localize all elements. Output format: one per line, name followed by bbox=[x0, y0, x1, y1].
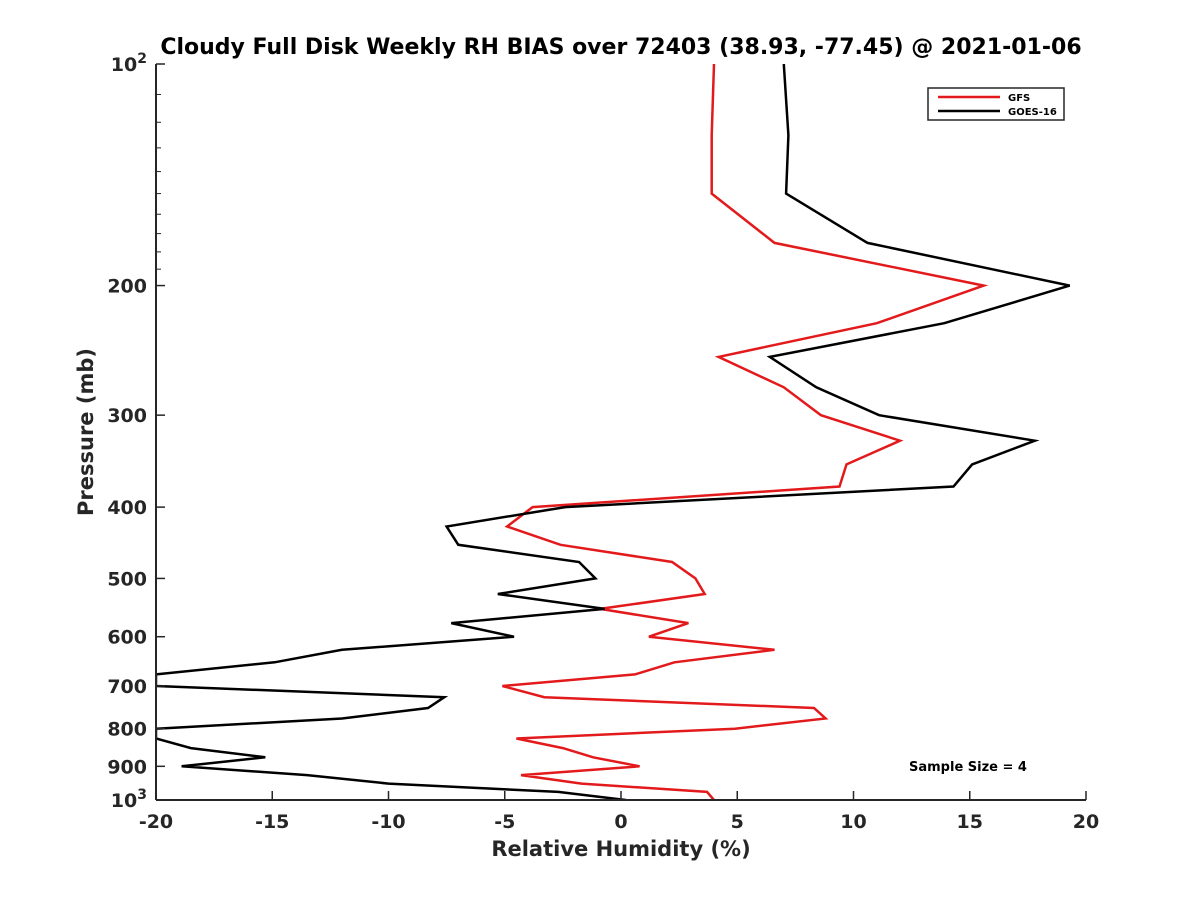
x-tick-label: 5 bbox=[731, 811, 744, 833]
y-tick-label: 102 bbox=[111, 51, 147, 76]
plot-area: -20 -15 -10 -5 0 5 10 15 20 102 200 300 400 500 600 70… bbox=[107, 51, 1099, 833]
x-tick-label: -10 bbox=[371, 811, 405, 833]
series-line-gfs bbox=[502, 64, 989, 800]
y-tick-label: 300 bbox=[107, 405, 147, 427]
x-axis-label: Relative Humidity (%) bbox=[491, 837, 750, 861]
legend-label-gfs: GFS bbox=[1008, 93, 1030, 104]
y-tick-label: 500 bbox=[107, 568, 147, 590]
y-tick-label: 400 bbox=[107, 497, 147, 519]
chart-title: Cloudy Full Disk Weekly RH BIAS over 724… bbox=[160, 35, 1081, 60]
legend-box bbox=[927, 87, 1065, 121]
y-axis-label: Pressure (mb) bbox=[74, 348, 98, 516]
x-tick-label: 15 bbox=[957, 811, 983, 833]
y-tick-label: 900 bbox=[107, 756, 147, 778]
x-tick-label: -15 bbox=[255, 811, 289, 833]
x-tick-label: 20 bbox=[1073, 811, 1099, 833]
y-tick-label: 700 bbox=[107, 676, 147, 698]
legend-label-goes16: GOES-16 bbox=[1008, 107, 1057, 118]
series-lines bbox=[156, 64, 1071, 800]
legend: GFS GOES-16 bbox=[927, 87, 1065, 121]
sample-size-annotation: Sample Size = 4 bbox=[909, 760, 1027, 775]
series-line-goes16 bbox=[156, 64, 1071, 800]
y-tick-label: 800 bbox=[107, 719, 147, 741]
x-tick-label: -20 bbox=[139, 811, 173, 833]
x-tick-label: 0 bbox=[614, 811, 627, 833]
x-axis-ticks: -20 -15 -10 -5 0 5 10 15 20 bbox=[139, 791, 1099, 833]
y-tick-label: 600 bbox=[107, 627, 147, 649]
x-tick-label: 10 bbox=[840, 811, 866, 833]
y-tick-label: 103 bbox=[111, 787, 147, 812]
x-tick-label: -5 bbox=[494, 811, 515, 833]
y-tick-label: 200 bbox=[107, 276, 147, 298]
y-axis-ticks: 102 200 300 400 500 600 700 800 900 103 bbox=[107, 51, 165, 812]
